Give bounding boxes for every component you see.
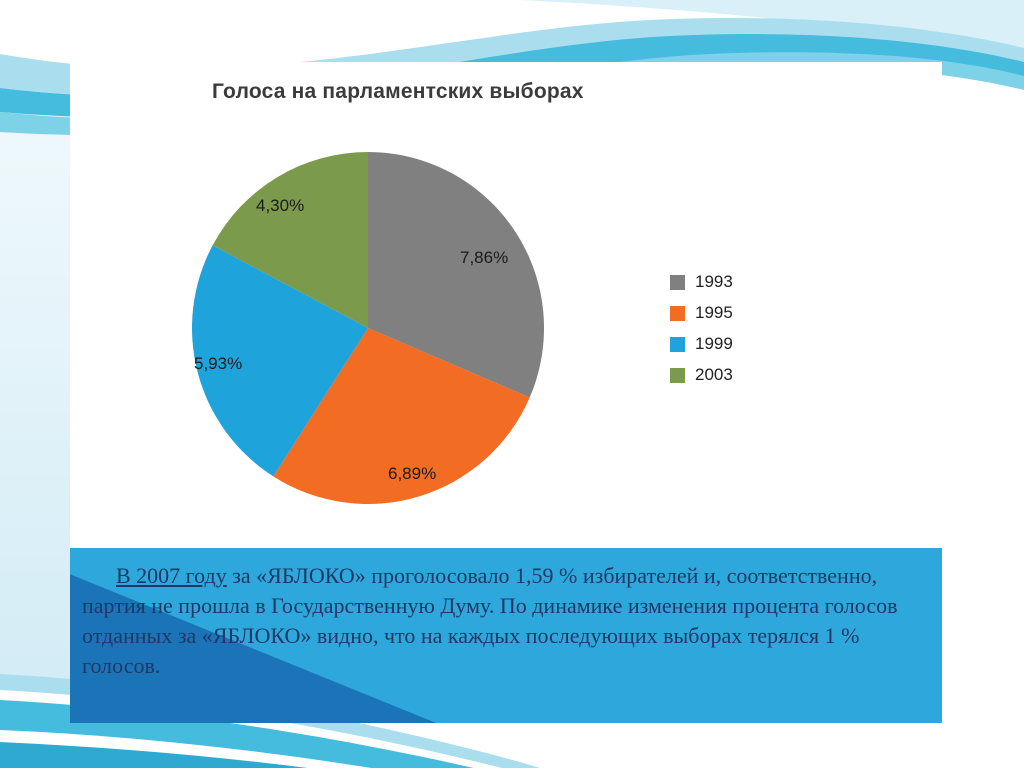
info-textbox: В 2007 году за «ЯБЛОКО» проголосовало 1,… — [70, 548, 942, 723]
pie-label-1993: 7,86% — [460, 248, 509, 267]
legend-label-2003: 2003 — [695, 365, 733, 384]
legend-label-1993: 1993 — [695, 272, 733, 291]
legend-label-1995: 1995 — [695, 303, 733, 322]
legend-label-1999: 1999 — [695, 334, 733, 353]
chart-title: Голоса на парламентских выборах — [212, 80, 584, 103]
textbox-body-text: за «ЯБЛОКО» проголосовало 1,59 % избират… — [82, 563, 898, 678]
pie-label-1999: 5,93% — [194, 354, 243, 373]
pie-chart-area: Голоса на парламентских выборах 7,86% 6,… — [70, 62, 942, 548]
left-margin-strip — [0, 100, 70, 768]
legend-item-1993: 1993 — [670, 272, 733, 292]
legend-item-1999: 1999 — [670, 334, 733, 354]
legend-swatch-1995 — [670, 305, 685, 321]
textbox-lead-underlined: В 2007 году — [116, 563, 227, 588]
pie-chart-svg — [192, 152, 545, 505]
legend-swatch-1999 — [670, 336, 685, 352]
pie-slice-1999 — [192, 245, 368, 477]
legend-item-1995: 1995 — [670, 303, 733, 323]
pie-label-1995: 6,89% — [388, 464, 437, 483]
pie-label-2003: 4,30% — [256, 196, 305, 215]
textbox-paragraph: В 2007 году за «ЯБЛОКО» проголосовало 1,… — [70, 548, 942, 681]
legend-swatch-2003 — [670, 367, 685, 383]
legend-item-2003: 2003 — [670, 365, 733, 385]
pie-slice-1993 — [368, 152, 545, 398]
pie-slice-1995 — [273, 328, 530, 505]
chart-legend: 1993 1995 1999 2003 — [670, 272, 733, 385]
pie-slice-2003 — [212, 152, 368, 328]
legend-swatch-1993 — [670, 274, 685, 290]
